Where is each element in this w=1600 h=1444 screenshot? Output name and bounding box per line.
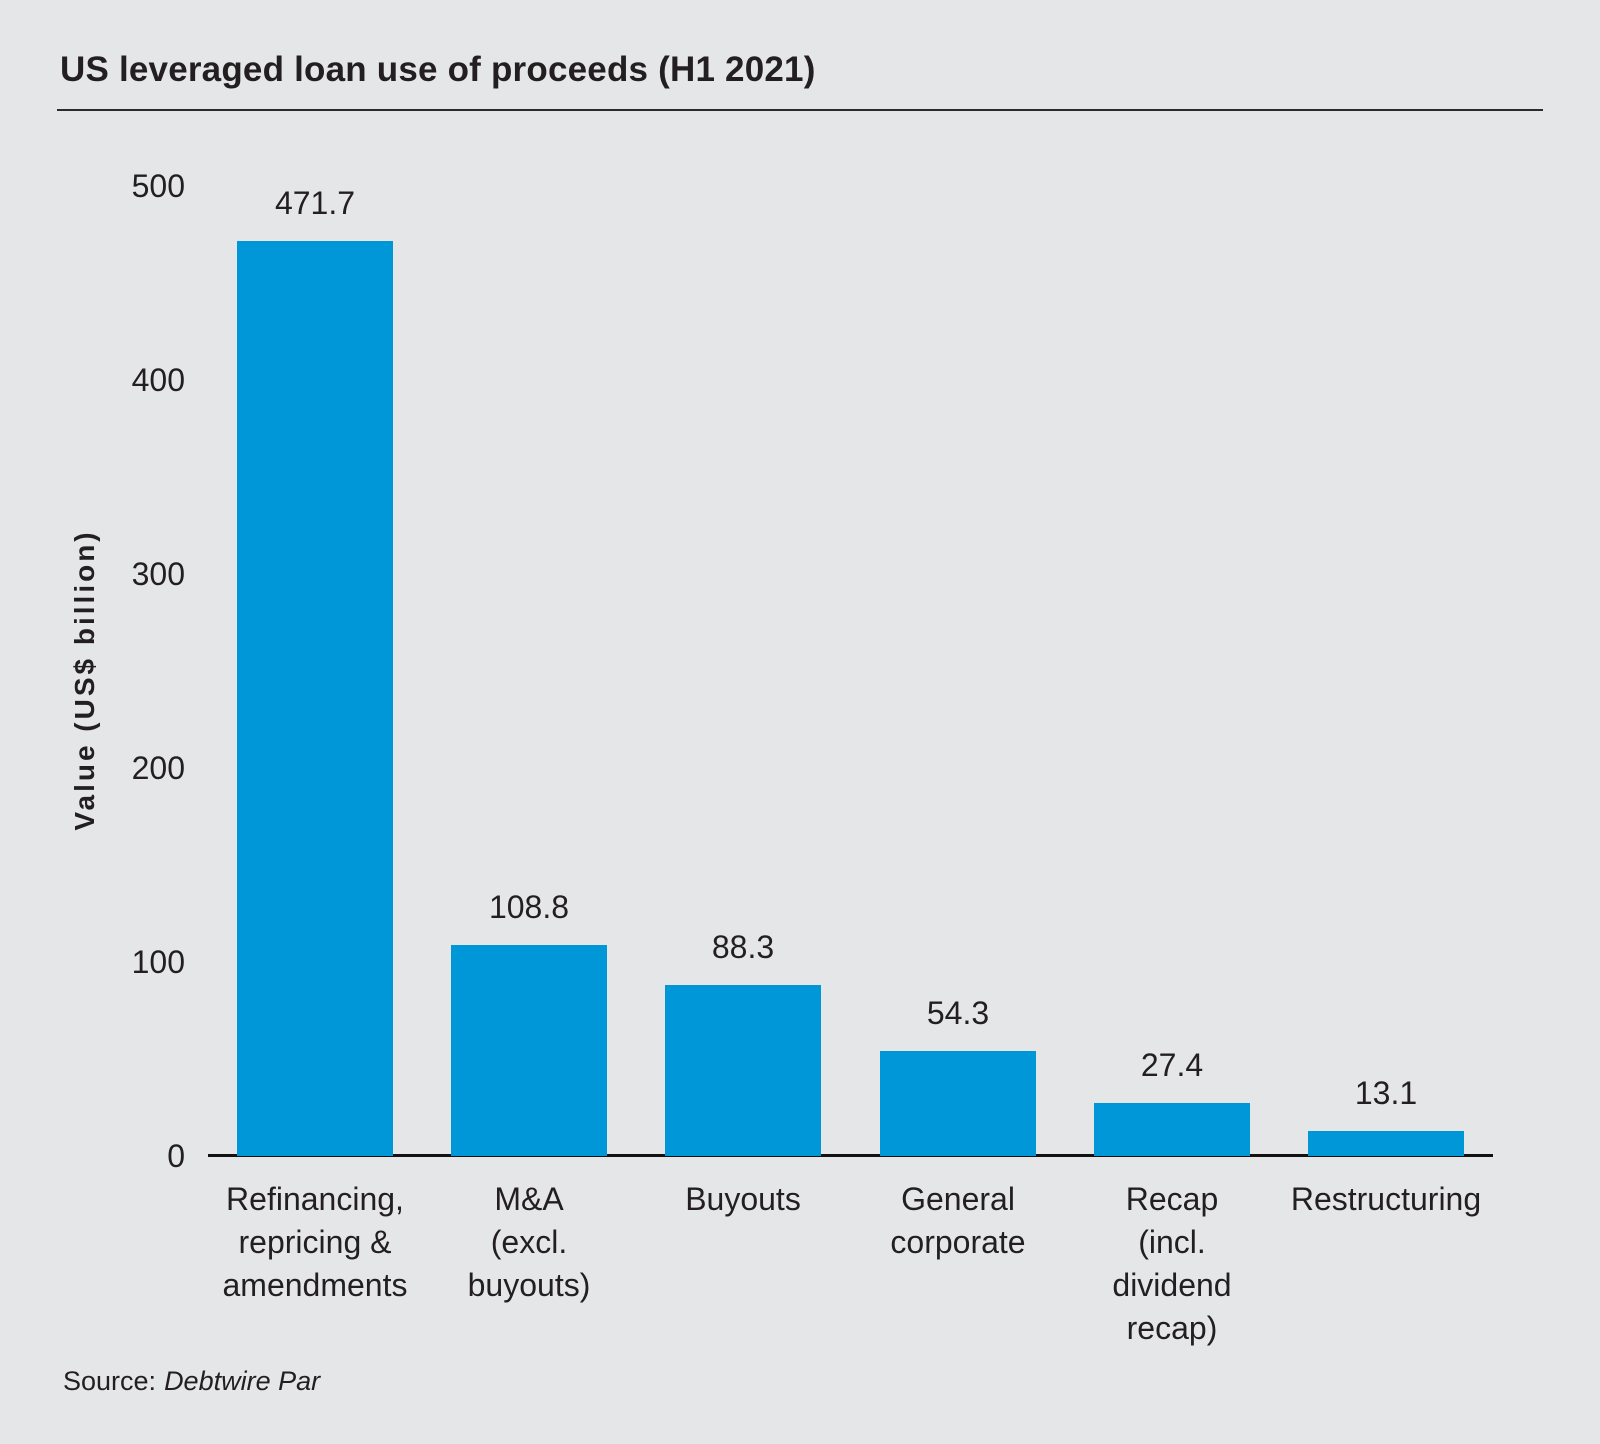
bar-value-label: 471.7	[274, 185, 356, 221]
x-category-label: General corporate	[890, 1181, 1026, 1260]
title-divider	[57, 109, 1543, 111]
bar	[451, 945, 607, 1156]
y-tick-label: 400	[131, 362, 185, 398]
bar-value-label: 54.3	[926, 995, 990, 1031]
bar-value-label: 27.4	[1140, 1047, 1204, 1083]
bar-value-label: 13.1	[1354, 1075, 1418, 1111]
y-tick-label: 200	[131, 750, 185, 786]
x-category-label: Recap (incl. dividend recap)	[1112, 1181, 1232, 1346]
source-prefix: Source:	[63, 1366, 157, 1396]
x-category-label: Refinancing, repricing & amendments	[222, 1181, 408, 1303]
bar	[1094, 1103, 1250, 1156]
chart-title: US leveraged loan use of proceeds (H1 20…	[60, 50, 816, 89]
y-tick-label: 300	[131, 556, 185, 592]
x-category-label: M&A (excl. buyouts)	[467, 1181, 591, 1303]
bar	[237, 241, 393, 1156]
bar	[665, 985, 821, 1156]
x-axis-line	[208, 1154, 1493, 1157]
bar	[1308, 1131, 1464, 1156]
bar-value-label: 88.3	[711, 929, 775, 965]
y-tick-label: 0	[167, 1138, 185, 1174]
y-tick-label: 100	[131, 944, 185, 980]
x-category-label: Restructuring	[1290, 1181, 1482, 1217]
bar	[880, 1051, 1036, 1156]
source-name: Debtwire Par	[164, 1366, 321, 1396]
bar-value-label: 108.8	[488, 889, 570, 925]
source-note: Source: Debtwire Par	[63, 1366, 320, 1397]
y-tick-label: 500	[131, 168, 185, 204]
x-category-label: Buyouts	[685, 1181, 801, 1217]
